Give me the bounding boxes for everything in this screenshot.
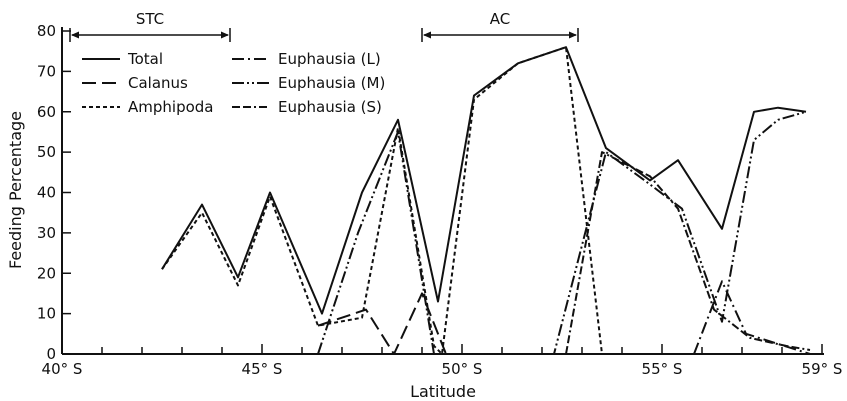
y-tick-label: 70: [37, 62, 56, 80]
bracket-right-arrow: [569, 31, 577, 39]
bracket-right-arrow: [221, 31, 229, 39]
series-euphausia-m-line: [317, 110, 807, 355]
zone-label-ac: AC: [490, 10, 510, 28]
y-tick-label: 30: [37, 224, 56, 242]
y-tick-label: 80: [37, 22, 56, 40]
x-tick-label: 40° S: [42, 360, 83, 378]
x-axis-label: Latitude: [410, 382, 476, 401]
y-tick-label: 20: [37, 264, 56, 282]
legend-label: Euphausia (L): [278, 50, 381, 68]
x-tick-label: 55° S: [642, 360, 683, 378]
y-tick-label: 50: [37, 143, 56, 161]
x-tick-label: 59° S: [802, 360, 843, 378]
x-tick-label: 50° S: [442, 360, 483, 378]
y-tick-label: 0: [46, 345, 56, 363]
zone-label-stc: STC: [136, 10, 164, 28]
y-tick-label: 60: [37, 103, 56, 121]
series-layer: [161, 46, 811, 355]
legend-label: Euphausia (S): [278, 98, 382, 116]
series-amphipoda-line: [161, 46, 603, 355]
bracket-left-arrow: [423, 31, 431, 39]
series-euphausia-s-line: [565, 151, 811, 355]
legend: Total Calanus Amphipoda Euphausia (L) Euphau…: [82, 50, 385, 116]
legend-label: Total: [127, 50, 163, 68]
series-total-line: [161, 46, 807, 315]
y-tick-label: 40: [37, 184, 56, 202]
y-tick-label: 10: [37, 305, 56, 323]
series-euphausia-l-line: [693, 280, 811, 355]
axes: 40° S 45° S 50° S 55° S 59° S 0 10 20 30 40 50 60 70…: [37, 22, 843, 378]
legend-label: Amphipoda: [128, 98, 213, 116]
bracket-left-arrow: [71, 31, 79, 39]
annotations: STC AC: [69, 10, 579, 42]
legend-label: Calanus: [128, 74, 188, 92]
y-axis-label: Feeding Percentage: [6, 111, 25, 269]
x-tick-label: 45° S: [242, 360, 283, 378]
legend-label: Euphausia (M): [278, 74, 385, 92]
series-calanus-line: [317, 292, 447, 355]
